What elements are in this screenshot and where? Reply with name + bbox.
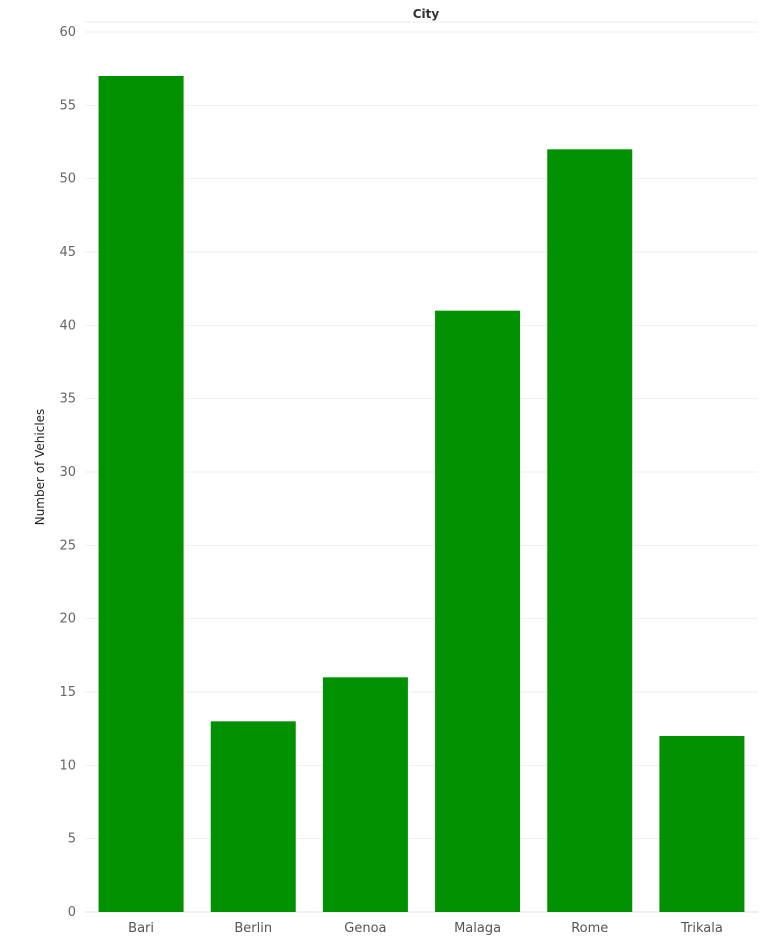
gridlines bbox=[85, 21, 758, 913]
y-tick-label: 0 bbox=[68, 905, 76, 920]
y-tick-label: 30 bbox=[59, 465, 76, 480]
y-tick-label: 35 bbox=[59, 392, 76, 407]
bar-berlin bbox=[210, 721, 296, 912]
x-tick-label: Malaga bbox=[454, 921, 501, 936]
x-tick-label: Berlin bbox=[234, 921, 272, 936]
bar-trikala bbox=[659, 736, 745, 912]
y-tick-label: 45 bbox=[59, 245, 76, 260]
bar-genoa bbox=[322, 677, 408, 912]
y-tick-label: 20 bbox=[59, 612, 76, 627]
y-tick-label: 15 bbox=[59, 685, 76, 700]
bars bbox=[98, 76, 745, 913]
x-tick-label: Genoa bbox=[344, 921, 386, 936]
x-tick-label: Trikala bbox=[680, 921, 723, 936]
y-axis-label: Number of Vehicles bbox=[33, 409, 47, 526]
x-axis-ticks: Bari Berlin Genoa Malaga Rome Trikala bbox=[128, 921, 723, 936]
y-tick-label: 40 bbox=[59, 318, 76, 333]
bar-malaga bbox=[435, 310, 521, 913]
y-tick-label: 10 bbox=[59, 758, 76, 773]
chart-title: City bbox=[413, 7, 440, 21]
x-tick-label: Bari bbox=[128, 921, 154, 936]
y-tick-label: 55 bbox=[59, 98, 76, 113]
x-tick-label: Rome bbox=[571, 921, 608, 936]
y-tick-label: 25 bbox=[59, 538, 76, 553]
y-axis-ticks: 0 5 10 15 20 25 30 35 40 45 50 55 60 bbox=[59, 25, 76, 920]
y-tick-label: 60 bbox=[59, 25, 76, 40]
y-tick-label: 50 bbox=[59, 172, 76, 187]
bar-bari bbox=[98, 76, 184, 912]
bar-rome bbox=[547, 149, 633, 913]
y-tick-label: 5 bbox=[68, 832, 76, 847]
